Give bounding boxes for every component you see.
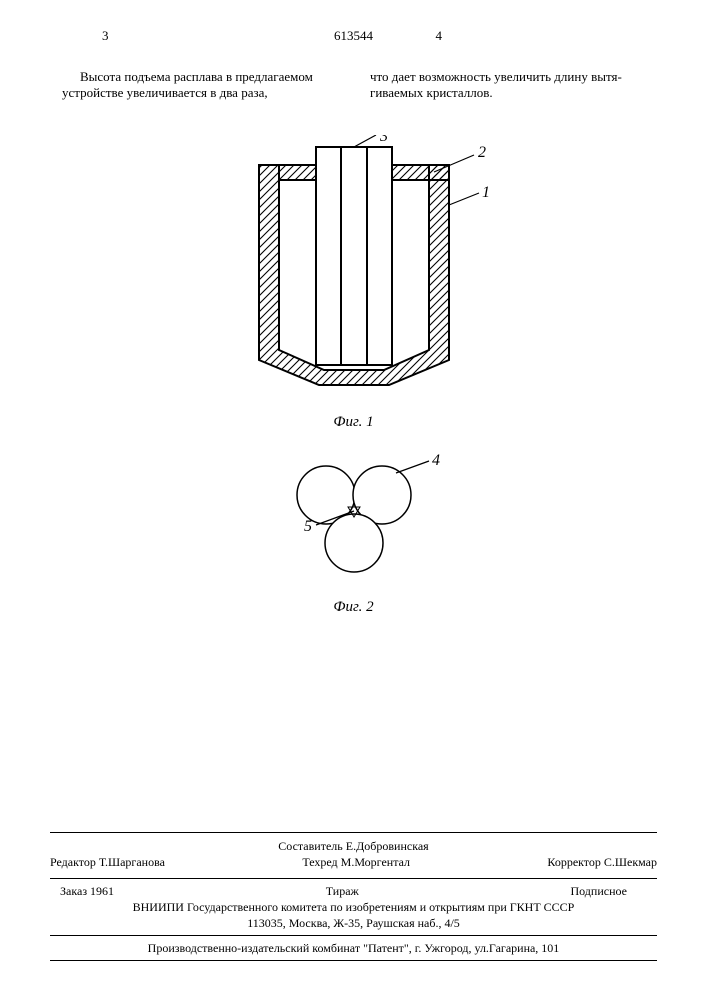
footer-block-2: Заказ 1961 Тираж Подписное ВНИИПИ Госуда… xyxy=(50,883,657,932)
fig2-svg: 4 5 xyxy=(244,445,464,595)
patent-number: 613544 xyxy=(0,28,707,44)
text-column-left: Высота подъема расплава в предлагае­мом … xyxy=(62,56,322,115)
editor: Редактор Т.Шарганова xyxy=(50,854,165,870)
fig1-label-2: 2 xyxy=(478,144,486,161)
rule-2 xyxy=(50,878,657,879)
rule-1 xyxy=(50,832,657,833)
para-left: Высота подъема расплава в предлагае­мом … xyxy=(62,69,322,102)
tirazh: Тираж xyxy=(326,883,359,899)
text-column-right: что дает возможность увеличить длину выт… xyxy=(370,56,630,115)
techred: Техред М.Моргентал xyxy=(302,854,410,870)
fig2-label-4: 4 xyxy=(432,452,440,469)
rule-4 xyxy=(50,960,657,961)
figure-1: 3 2 1 Фиг. 1 xyxy=(0,135,707,431)
fig1-svg: 3 2 1 xyxy=(204,135,504,410)
figure-2: 4 5 Фиг. 2 xyxy=(0,445,707,616)
page-num-right: 4 xyxy=(436,28,443,44)
rule-3 xyxy=(50,935,657,936)
org-line-1: ВНИИПИ Государственного комитета по изоб… xyxy=(50,899,657,915)
subscription: Подписное xyxy=(570,883,627,899)
org-line-2: 113035, Москва, Ж-35, Раушская наб., 4/5 xyxy=(50,915,657,931)
fig2-label-5: 5 xyxy=(304,518,312,535)
fig1-caption: Фиг. 1 xyxy=(0,414,707,431)
compiler: Составитель Е.Добровинская xyxy=(50,838,657,854)
fig1-label-3: 3 xyxy=(379,135,388,145)
footer-block-1: Составитель Е.Добровинская Редактор Т.Ша… xyxy=(50,838,657,870)
fig1-label-1: 1 xyxy=(482,184,490,201)
para-right: что дает возможность увеличить длину выт… xyxy=(370,69,630,102)
corrector: Корректор С.Шекмар xyxy=(547,854,657,870)
printer-line: Производственно-издательский комбинат "П… xyxy=(50,940,657,956)
order: Заказ 1961 xyxy=(60,883,114,899)
patent-page: { "page_left_num":"3", "patent_num":"613… xyxy=(0,0,707,1000)
fig2-caption: Фиг. 2 xyxy=(0,599,707,616)
